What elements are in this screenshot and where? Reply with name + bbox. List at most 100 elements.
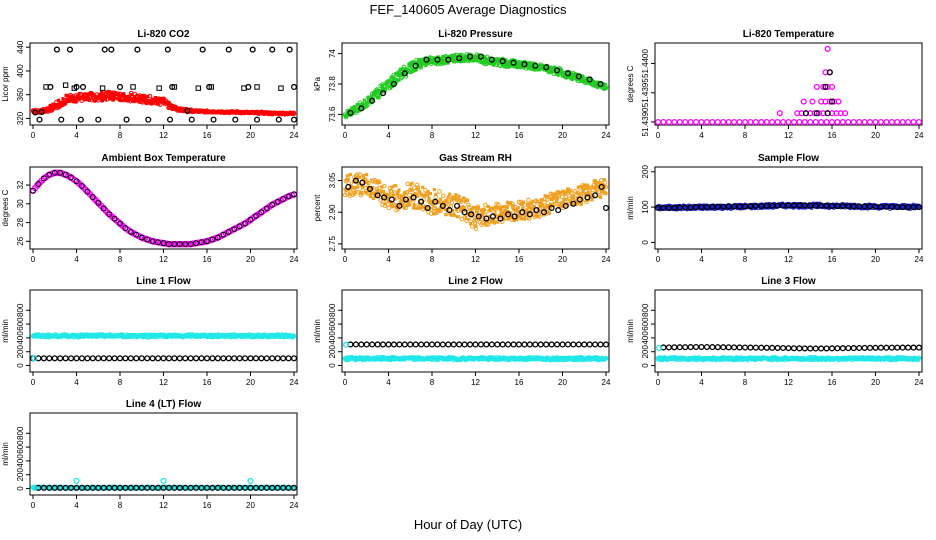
raw-point: [353, 186, 357, 190]
data-point: [249, 46, 256, 53]
mean-point: [68, 174, 74, 181]
data-point: [358, 105, 365, 112]
raw-point: [390, 185, 394, 189]
raw-point: [411, 206, 416, 210]
data-point: [828, 83, 836, 90]
data-point: [428, 341, 436, 348]
raw-point: [155, 99, 159, 103]
raw-point: [562, 190, 568, 195]
data-point: [505, 341, 512, 348]
data-point: [352, 341, 359, 348]
raw-point: [376, 179, 381, 185]
y-tick-label: 3.05: [328, 172, 337, 188]
mean-point: [62, 171, 69, 178]
data-point: [554, 67, 561, 74]
data-point: [597, 341, 604, 348]
raw-point: [589, 193, 593, 197]
raw-point: [602, 180, 608, 185]
data-point: [388, 196, 395, 203]
x-tick-label: 8: [430, 131, 435, 140]
data-point: [225, 355, 232, 362]
data-point: [758, 118, 765, 126]
data-point: [741, 203, 749, 210]
data-point: [543, 64, 550, 71]
data-point: [380, 341, 387, 348]
data-point: [53, 46, 60, 53]
data-point: [790, 118, 797, 126]
raw-point: [394, 78, 399, 82]
data-point: [145, 116, 152, 123]
raw-point: [104, 97, 110, 102]
raw-point: [437, 200, 441, 205]
raw-point: [517, 215, 523, 220]
mean-point: [46, 171, 53, 178]
raw-point: [574, 72, 578, 76]
mean-point: [84, 188, 91, 195]
mean-point: [198, 239, 205, 246]
raw-point: [492, 220, 496, 225]
raw-point: [81, 92, 85, 96]
raw-point: [72, 98, 78, 103]
raw-point: [401, 204, 405, 208]
mean-point: [122, 225, 129, 232]
data-point: [149, 355, 156, 362]
data-point: [31, 355, 38, 362]
raw-point: [366, 180, 371, 186]
y-tick-label: 400: [328, 331, 337, 345]
data-point: [671, 204, 678, 211]
data-point: [122, 355, 129, 362]
data-point: [198, 355, 205, 362]
data-point: [602, 341, 610, 348]
raw-point: [412, 203, 416, 207]
raw-point: [418, 205, 423, 209]
data-point: [160, 355, 167, 362]
series-raw: [30, 89, 297, 117]
raw-point: [291, 111, 297, 116]
raw-point: [583, 185, 588, 191]
raw-point: [44, 334, 50, 340]
data-point: [823, 118, 830, 126]
raw-point: [403, 74, 409, 79]
data-point: [232, 116, 239, 123]
data-point: [758, 203, 765, 210]
mean-point: [106, 211, 113, 217]
raw-point: [464, 218, 469, 224]
raw-point: [466, 202, 471, 208]
data-point: [134, 46, 141, 53]
raw-point: [558, 190, 563, 195]
raw-point: [361, 174, 366, 178]
data-point: [84, 355, 91, 362]
raw-point: [362, 98, 366, 102]
data-point: [412, 341, 419, 348]
raw-point: [583, 192, 587, 196]
plot-frame: [29, 289, 298, 373]
data-point: [823, 202, 830, 209]
raw-point: [485, 222, 491, 227]
raw-point: [493, 207, 498, 213]
mean-point: [247, 216, 254, 223]
data-point: [116, 355, 124, 362]
data-point: [36, 116, 43, 123]
raw-point: [421, 185, 425, 189]
raw-point: [738, 358, 742, 362]
data-point: [540, 209, 548, 216]
raw-point: [512, 204, 518, 210]
raw-point: [546, 195, 550, 199]
raw-point: [474, 224, 478, 228]
raw-point: [518, 214, 523, 219]
data-point: [554, 341, 561, 348]
x-tick-label: 16: [828, 378, 837, 387]
data-point: [210, 116, 217, 123]
data-point: [166, 116, 174, 123]
raw-point: [574, 199, 578, 203]
raw-point: [604, 192, 608, 196]
raw-point: [371, 98, 375, 102]
mean-point: [269, 201, 276, 208]
data-point: [38, 108, 45, 115]
raw-point: [428, 211, 434, 216]
data-point: [731, 118, 738, 126]
raw-point: [355, 185, 359, 189]
raw-point: [415, 67, 419, 72]
